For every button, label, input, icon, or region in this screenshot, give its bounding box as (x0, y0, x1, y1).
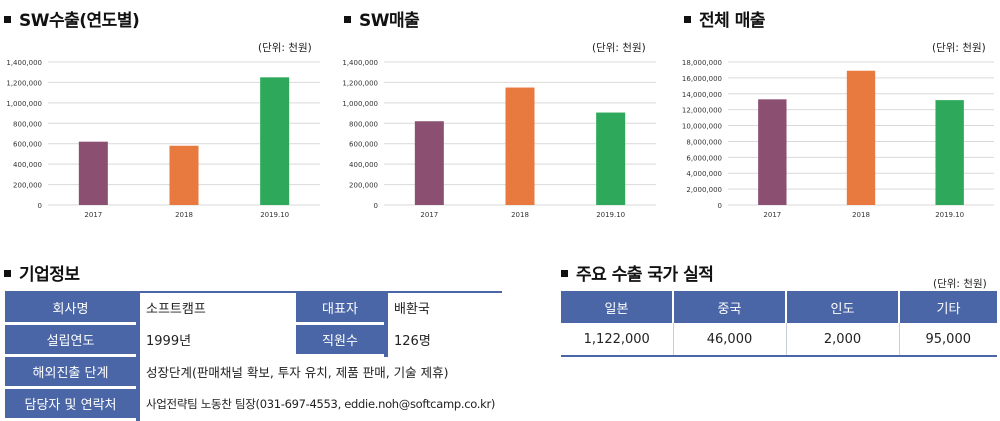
y-tick-label: 18,000,000 (682, 59, 722, 67)
export-unit: (단위: 천원) (933, 278, 987, 290)
x-tick-label: 2017 (420, 211, 438, 219)
table-row: 담당자 및 연락처 사업전략팀 노동찬 팀장(031-697-4553, edd… (5, 387, 502, 421)
y-tick-label: 10,000,000 (682, 123, 722, 131)
square-bullet-icon (4, 15, 11, 23)
y-tick-label: 800,000 (13, 120, 42, 128)
value-india: 2,000 (785, 323, 899, 357)
value-china: 46,000 (672, 323, 786, 357)
x-tick-label: 2019.10 (260, 211, 289, 219)
bar-2017 (758, 99, 787, 205)
value-japan: 1,122,000 (561, 323, 673, 357)
employees-label: 직원수 (296, 323, 386, 357)
y-tick-label: 0 (38, 202, 42, 210)
overseas-stage-label: 해외진출 단계 (5, 355, 138, 389)
y-tick-label: 1,200,000 (6, 79, 42, 87)
y-tick-label: 2,000,000 (686, 186, 722, 194)
y-tick-label: 16,000,000 (682, 75, 722, 83)
y-tick-label: 12,000,000 (682, 107, 722, 115)
value-other: 95,000 (898, 323, 997, 357)
employees-value: 126명 (384, 323, 502, 357)
y-tick-label: 1,000,000 (6, 100, 42, 108)
y-tick-label: 6,000,000 (686, 154, 722, 162)
sw-sales-chart: 0 200,000 400,000 600,000 800,000 1,000,000 1,… (342, 59, 656, 219)
total-sales-chart: 0 2,000,000 4,000,000 6,000,000 8,000,000 10,… (682, 59, 994, 219)
x-tick-label: 2018 (852, 211, 870, 219)
x-tick-label: 2017 (763, 211, 781, 219)
bar-2019.10 (260, 77, 290, 205)
total-sales-unit: (단위: 천원) (932, 42, 986, 54)
y-tick-label: 600,000 (13, 141, 42, 149)
ceo-value: 배환국 (384, 292, 502, 325)
x-tick-label: 2018 (511, 211, 529, 219)
header-india: 인도 (785, 291, 899, 323)
x-tick-label: 2019.10 (935, 211, 964, 219)
overseas-stage-value: 성장단계(판매채널 확보, 투자 유치, 제품 판매, 기술 제휴) (136, 355, 502, 389)
y-tick-label: 400,000 (13, 161, 42, 169)
header-japan: 일본 (561, 291, 673, 323)
square-bullet-icon (344, 15, 351, 23)
table-row: 1,122,000 46,000 2,000 95,000 (561, 323, 997, 357)
x-tick-label: 2017 (84, 211, 102, 219)
founded-value: 1999년 (136, 323, 296, 357)
sw-sales-title: SW매출 (344, 6, 420, 31)
x-tick-label: 2019.10 (596, 211, 625, 219)
sw-export-chart: 0 200,000 400,000 600,000 800,000 1,000,000 1,… (6, 59, 320, 219)
company-info-table: 회사명 소프트캠프 대표자 배환국 설립연도 1999년 직원수 126명 해외… (5, 291, 502, 421)
y-tick-label: 1,400,000 (6, 59, 42, 67)
square-bullet-icon (4, 269, 11, 277)
table-row: 회사명 소프트캠프 대표자 배환국 (5, 292, 502, 325)
table-header-row: 일본 중국 인도 기타 (561, 291, 997, 323)
contact-value: 사업전략팀 노동찬 팀장(031-697-4553, eddie.noh@sof… (136, 387, 502, 421)
y-tick-label: 0 (374, 202, 378, 210)
ceo-label: 대표자 (296, 292, 386, 325)
square-bullet-icon (684, 15, 691, 23)
bar-2018 (505, 87, 535, 205)
export-table: 일본 중국 인도 기타 1,122,000 46,000 2,000 95,00… (561, 291, 997, 357)
y-tick-label: 4,000,000 (686, 170, 722, 178)
square-bullet-icon (561, 269, 568, 277)
company-name-value: 소프트캠프 (136, 292, 296, 325)
bar-2017 (414, 121, 444, 205)
table-row: 설립연도 1999년 직원수 126명 (5, 323, 502, 357)
y-tick-label: 200,000 (13, 182, 42, 190)
header-other: 기타 (898, 291, 997, 323)
export-performance-title: 주요 수출 국가 실적 (561, 260, 714, 285)
y-tick-label: 1,200,000 (342, 79, 378, 87)
header-china: 중국 (672, 291, 786, 323)
company-info-title: 기업정보 (4, 260, 80, 285)
y-tick-label: 400,000 (349, 161, 378, 169)
sw-export-unit: (단위: 천원) (258, 42, 312, 54)
sw-export-title: SW수출(연도별) (4, 6, 140, 31)
y-tick-label: 0 (718, 202, 722, 210)
x-tick-label: 2018 (175, 211, 193, 219)
table-row: 해외진출 단계 성장단계(판매채널 확보, 투자 유치, 제품 판매, 기술 제… (5, 355, 502, 389)
y-tick-label: 200,000 (349, 182, 378, 190)
company-name-label: 회사명 (5, 292, 138, 325)
total-sales-title: 전체 매출 (684, 6, 765, 31)
bar-2018 (169, 145, 199, 205)
founded-label: 설립연도 (5, 323, 138, 357)
y-tick-label: 1,000,000 (342, 100, 378, 108)
y-tick-label: 800,000 (349, 120, 378, 128)
bar-2017 (78, 141, 108, 205)
y-tick-label: 1,400,000 (342, 59, 378, 67)
bar-2018 (846, 70, 876, 205)
bar-2019.10 (935, 100, 964, 205)
y-tick-label: 14,000,000 (682, 91, 722, 99)
contact-label: 담당자 및 연락처 (5, 387, 138, 421)
sw-sales-unit: (단위: 천원) (592, 42, 646, 54)
y-tick-label: 600,000 (349, 141, 378, 149)
bar-2019.10 (596, 112, 626, 205)
y-tick-label: 8,000,000 (686, 138, 722, 146)
